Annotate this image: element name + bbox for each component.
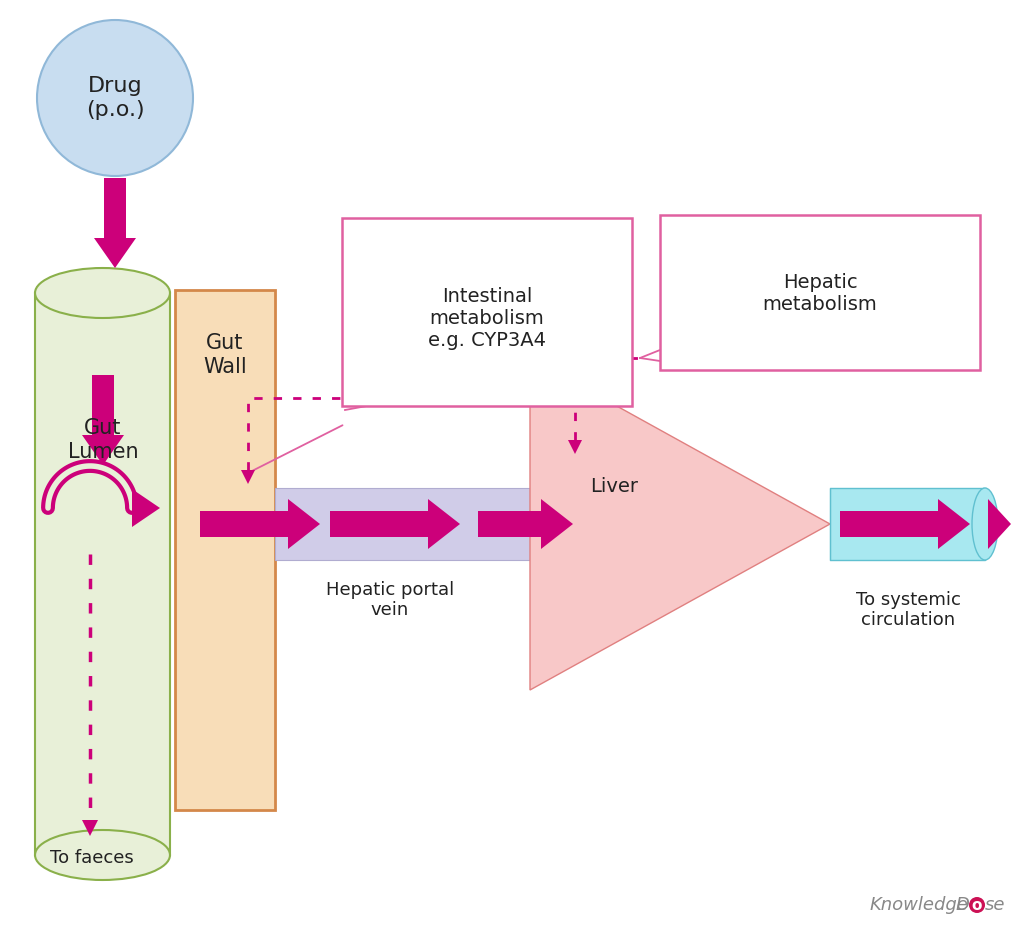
Bar [200, 511, 288, 537]
Text: Knowledge: Knowledge [870, 896, 969, 914]
Text: Hepatic portal
vein: Hepatic portal vein [326, 580, 454, 620]
Bar [35, 293, 170, 855]
Bar [478, 511, 541, 537]
Bar [840, 511, 938, 537]
Polygon shape [568, 440, 582, 454]
Text: Intestinal
metabolism
e.g. CYP3A4: Intestinal metabolism e.g. CYP3A4 [428, 286, 546, 349]
Text: Drug
(p.o.): Drug (p.o.) [86, 77, 145, 120]
Ellipse shape [972, 488, 998, 560]
Polygon shape [94, 238, 136, 268]
Bar [830, 488, 985, 560]
Polygon shape [541, 499, 573, 549]
Text: o: o [972, 899, 983, 914]
Polygon shape [288, 499, 320, 549]
Bar [660, 215, 980, 370]
Polygon shape [530, 358, 830, 690]
Text: To systemic
circulation: To systemic circulation [855, 591, 960, 629]
Bar [175, 290, 275, 810]
Polygon shape [132, 489, 160, 527]
Text: se: se [985, 896, 1006, 914]
Ellipse shape [37, 20, 193, 176]
Bar [275, 488, 530, 560]
Bar [342, 218, 632, 406]
Bar [104, 178, 126, 238]
Text: Gut
Wall: Gut Wall [203, 333, 247, 376]
Polygon shape [938, 499, 970, 549]
Text: Liver: Liver [590, 477, 638, 496]
Polygon shape [82, 820, 98, 836]
Ellipse shape [35, 268, 170, 318]
Polygon shape [241, 470, 255, 484]
Text: Gut
Lumen: Gut Lumen [68, 418, 139, 461]
Ellipse shape [35, 830, 170, 880]
Text: To faeces: To faeces [50, 849, 133, 867]
Polygon shape [428, 499, 460, 549]
Polygon shape [988, 499, 1011, 549]
Text: Hepatic
metabolism: Hepatic metabolism [762, 272, 878, 314]
Polygon shape [82, 435, 124, 465]
Bar [92, 375, 114, 435]
Ellipse shape [969, 897, 985, 913]
Text: D: D [956, 896, 970, 914]
Bar [330, 511, 428, 537]
